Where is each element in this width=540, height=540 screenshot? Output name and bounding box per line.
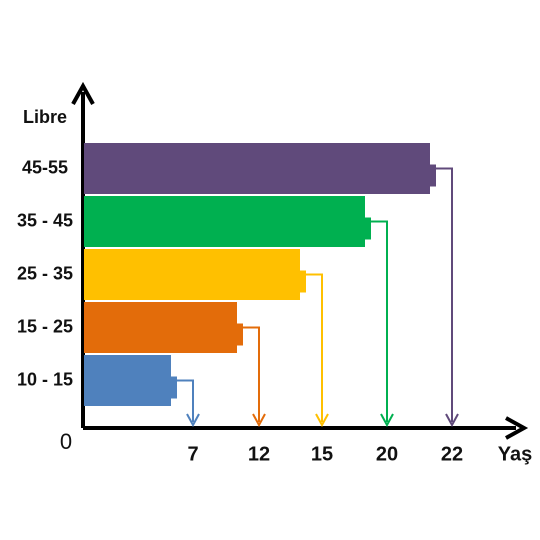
bar-tab bbox=[428, 164, 436, 187]
connector-arrow bbox=[300, 273, 323, 422]
x-tick-label: 0 bbox=[60, 429, 72, 454]
y-tick-label: 25 - 35 bbox=[17, 263, 73, 283]
y-axis-arrow bbox=[71, 81, 95, 105]
x-axis-label: Yaş bbox=[498, 443, 532, 465]
connector-arrow bbox=[171, 379, 194, 422]
arrow-head bbox=[315, 413, 329, 428]
connector-arrow bbox=[430, 167, 453, 422]
x-tick-label: 22 bbox=[441, 443, 463, 465]
arrow-head bbox=[186, 413, 200, 428]
bar-tab bbox=[363, 217, 371, 240]
y-tick-label: 45-55 bbox=[22, 157, 68, 177]
x-tick-label: 20 bbox=[376, 443, 398, 465]
y-axis-label: Libre bbox=[23, 107, 67, 127]
x-tick-label: 7 bbox=[187, 443, 198, 465]
connector-arrow bbox=[365, 220, 388, 422]
bar bbox=[84, 249, 300, 300]
connector-arrow bbox=[237, 326, 260, 422]
x-tick-label: 15 bbox=[311, 443, 333, 465]
arrow-head bbox=[252, 413, 266, 428]
y-tick-label: 15 - 25 bbox=[17, 316, 73, 336]
bar-tab bbox=[235, 323, 243, 346]
y-tick-label: 35 - 45 bbox=[17, 210, 73, 230]
arrow-head bbox=[380, 413, 394, 428]
bar bbox=[84, 143, 430, 194]
arrow-head bbox=[445, 413, 459, 428]
bar bbox=[84, 196, 365, 247]
x-axis-arrow bbox=[505, 416, 529, 440]
bar-tab bbox=[298, 270, 306, 293]
bar bbox=[84, 355, 171, 406]
y-tick-label: 10 - 15 bbox=[17, 369, 73, 389]
x-tick-label: 12 bbox=[248, 443, 270, 465]
bar-tab bbox=[169, 376, 177, 399]
bar bbox=[84, 302, 237, 353]
